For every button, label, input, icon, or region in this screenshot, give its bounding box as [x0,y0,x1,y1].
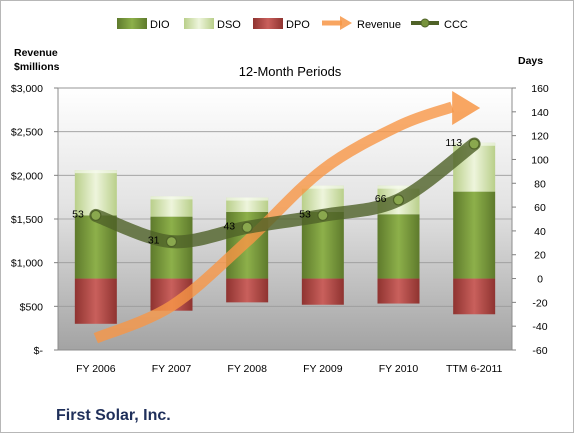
ccc-data-label: 53 [299,208,311,220]
legend-ccc-line-icon [411,18,439,28]
x-tick-label: FY 2007 [152,363,192,375]
right-tick-label: 160 [531,83,549,95]
bar-dpo [74,278,117,324]
x-tick-label: TTM 6-2011 [446,363,503,375]
ccc-point [241,221,253,233]
right-tick-label: 0 [537,274,543,286]
left-tick-label: $2,500 [11,127,43,139]
bar-cap [301,185,344,189]
bar-dso [150,196,193,217]
left-tick-label: $2,000 [11,170,43,182]
company-name: First Solar, Inc. [56,407,171,424]
x-tick-label: FY 2008 [227,363,267,375]
bar-dpo [301,278,344,305]
legend-dso-swatch [184,18,214,29]
x-axis-labels: FY 2006 FY 2007 FY 2008 FY 2009 FY 2010 TTM 6… [76,363,502,375]
bar-cap [226,197,269,201]
left-tick-label: $3,000 [11,83,43,95]
bar-dpo [377,278,420,304]
legend-dpo-label: DPO [286,19,310,31]
bar-dpo [453,278,496,315]
bar-cap [150,196,193,200]
ccc-data-label: 53 [72,208,84,220]
right-axis-title: Days [518,55,543,67]
bar-dso [226,197,269,212]
left-tick-label: $1,500 [11,214,43,226]
ccc-series: 53 31 43 53 66 113 [72,137,481,249]
bar-dio [377,214,420,279]
ccc-data-label: 66 [375,193,387,205]
ccc-point [392,194,405,206]
ccc-data-label: 113 [445,137,462,149]
legend-ccc-label: CCC [444,19,468,31]
chart-title: 12-Month Periods [239,64,342,79]
bar-dpo [226,278,269,303]
right-tick-label: -40 [532,321,547,333]
left-tick-label: $500 [20,301,44,313]
bar-cap [377,185,420,189]
right-tick-label: 120 [531,131,549,143]
legend-revenue-label: Revenue [357,19,401,31]
legend-revenue-arrow-icon [322,16,352,30]
right-tick-label: 20 [534,250,546,262]
right-tick-label: -60 [532,345,547,357]
right-tick-label: -20 [532,297,547,309]
legend: DIO DSO DPO Revenue CCC [117,16,468,31]
bar-dso [74,170,117,216]
left-axis-title-line2: $millions [14,61,60,73]
bar-dio [453,191,496,279]
legend-dso-label: DSO [217,19,241,31]
revenue-series [93,90,481,344]
legend-dpo-swatch [253,18,283,29]
ccc-data-label: 43 [223,220,235,232]
right-tick-label: 140 [531,107,549,119]
ccc-point [165,236,178,248]
right-axis-ticks: -60 -40 -20 0 20 40 60 80 100 120 140 160 [512,83,549,357]
ccc-data-label: 31 [148,235,160,247]
legend-dio-label: DIO [150,19,170,31]
right-tick-label: 100 [531,154,549,166]
left-tick-label: $- [34,345,44,357]
x-tick-label: FY 2009 [303,363,343,375]
left-axis-ticks: $- $500 $1,000 $1,500 $2,000 $2,500 $3,000 [11,83,58,357]
left-axis-title-line1: Revenue [14,47,58,59]
revenue-line [93,101,455,344]
ccc-line [89,137,481,249]
left-tick-label: $1,000 [11,258,43,270]
x-tick-label: FY 2006 [76,363,116,375]
ccc-point [90,209,102,222]
revenue-arrowhead [452,90,481,125]
right-tick-label: 40 [534,226,546,238]
ccc-point [468,138,480,150]
right-tick-label: 60 [534,202,546,214]
right-tick-label: 80 [534,178,546,190]
bar-cap [74,170,117,174]
x-tick-label: FY 2010 [379,363,419,375]
bars [74,142,496,324]
legend-dio-swatch [117,18,147,29]
ccc-point [317,209,329,222]
